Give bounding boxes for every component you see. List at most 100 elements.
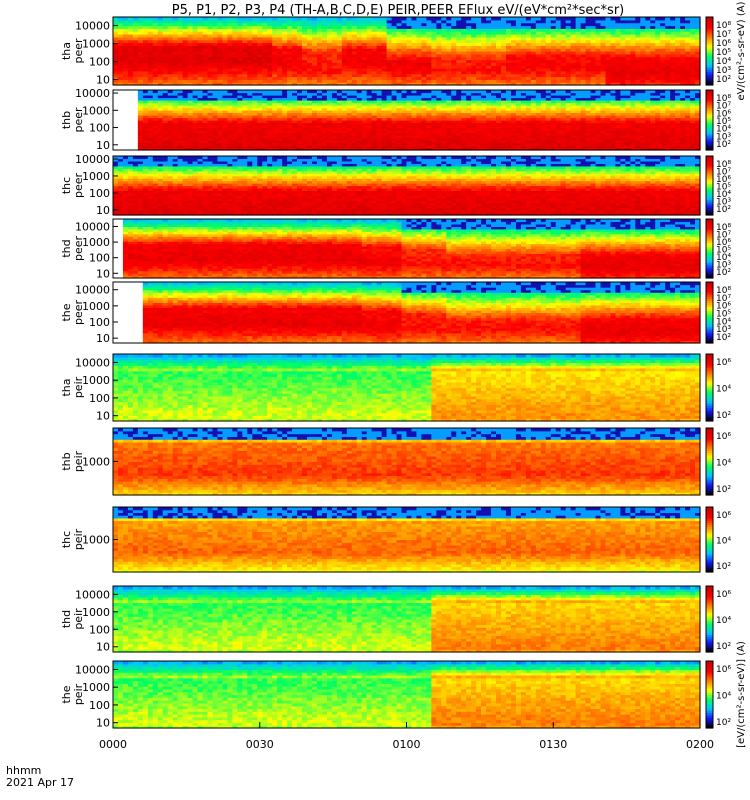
heat-cell [461, 17, 467, 20]
heat-cell [163, 17, 169, 20]
chart-title: P5, P1, P2, P3, P4 (TH-A,B,C,D,E) PEIR,P… [172, 3, 625, 18]
heat-cell [521, 17, 527, 20]
heat-cell [690, 17, 696, 20]
heat-cell [237, 17, 243, 20]
heat-cell [287, 17, 293, 20]
heat-cell [178, 17, 184, 20]
heat-cell [292, 17, 298, 20]
heat-cell [511, 17, 517, 20]
heat-cell [506, 17, 512, 20]
heat-cell [387, 17, 393, 20]
heat-cell [138, 17, 144, 20]
heat-cell [372, 17, 378, 20]
heat-cell [601, 17, 607, 20]
heat-cell [635, 17, 641, 20]
heat-cell [551, 17, 557, 20]
colorbar-unit-label: eV/(cm²-s-sr-eV) (A) [736, 1, 747, 100]
heat-cell [232, 17, 238, 20]
heat-cell [571, 17, 577, 20]
heat-cell [566, 17, 572, 20]
heat-cell [217, 17, 223, 20]
panel-instrument-label: peer [72, 38, 85, 64]
heat-cell [337, 17, 343, 20]
heat-cell [183, 17, 189, 20]
heat-cell [317, 17, 323, 20]
heat-cell [516, 17, 522, 20]
heat-cell [153, 17, 159, 20]
heat-cell [655, 17, 661, 20]
heat-cell [451, 17, 457, 20]
heat-cell [302, 17, 308, 20]
heat-cell [397, 17, 403, 20]
heat-cell [586, 17, 592, 20]
heat-cell [188, 17, 194, 20]
heat-cell [675, 17, 681, 20]
heat-cell [168, 17, 174, 20]
heat-cell [193, 17, 199, 20]
heat-cell [441, 17, 447, 20]
heat-cell [252, 17, 258, 20]
heat-cell [546, 17, 552, 20]
heat-cell [486, 17, 492, 20]
heat-cell [272, 17, 278, 20]
heat-cell [471, 17, 477, 20]
y-tick-label: 10 [96, 74, 110, 87]
heat-cell [212, 17, 218, 20]
heat-cell [377, 17, 383, 20]
heat-cell [247, 17, 253, 20]
heat-cell [416, 17, 422, 20]
heat-cell [576, 17, 582, 20]
heat-cell [411, 17, 417, 20]
heat-cell [466, 17, 472, 20]
heat-cell [173, 17, 179, 20]
y-tick-label: 1000 [82, 38, 110, 51]
heat-cell [685, 17, 691, 20]
heat-cell [312, 17, 318, 20]
heat-cell [665, 17, 671, 20]
heat-cell [625, 17, 631, 20]
heat-cell [640, 17, 646, 20]
panel-thb-peer: 10100100010000thb peer10⁸10⁷10⁶10⁵10⁴10³1… [60, 87, 731, 152]
heat-cell [536, 17, 542, 20]
heat-cell [382, 17, 388, 20]
heat-cell [531, 17, 537, 20]
heat-cell [297, 17, 303, 20]
heat-cell [402, 17, 408, 20]
heat-cell [645, 17, 651, 20]
heat-cell [327, 17, 333, 20]
colorbar: 10⁸10⁷10⁶10⁵10⁴10³10² eV/(cm²-s-sr-eV) (A… [706, 1, 747, 100]
heat-cell [242, 17, 248, 20]
heat-cell [596, 17, 602, 20]
heat-cell [581, 17, 587, 20]
heat-cell [198, 17, 204, 20]
heat-cell [118, 17, 124, 20]
heat-cell [620, 17, 626, 20]
heat-cell [630, 17, 636, 20]
heat-cell [392, 17, 398, 20]
heat-cell [615, 17, 621, 20]
heat-cell [148, 17, 154, 20]
heat-cell [347, 17, 353, 20]
heat-cell [541, 17, 547, 20]
heat-cell [362, 17, 368, 20]
heat-cell [660, 17, 666, 20]
heat-cell [277, 17, 283, 20]
heat-cell [670, 17, 676, 20]
heat-cell [267, 17, 273, 20]
heat-cell [436, 17, 442, 20]
heat-cell [605, 17, 611, 20]
heat-cell [407, 17, 413, 20]
heat-cell [222, 17, 228, 20]
heat-cell [322, 17, 328, 20]
heat-cell [446, 17, 452, 20]
heat-cell [352, 17, 358, 20]
heat-cell [307, 17, 313, 20]
heat-cell [208, 17, 214, 20]
y-tick-label: 100 [89, 56, 110, 69]
heat-cell [591, 17, 597, 20]
heat-cell [431, 17, 437, 20]
heat-cell [491, 17, 497, 20]
heat-cell [526, 17, 532, 20]
heat-cell [227, 17, 233, 20]
